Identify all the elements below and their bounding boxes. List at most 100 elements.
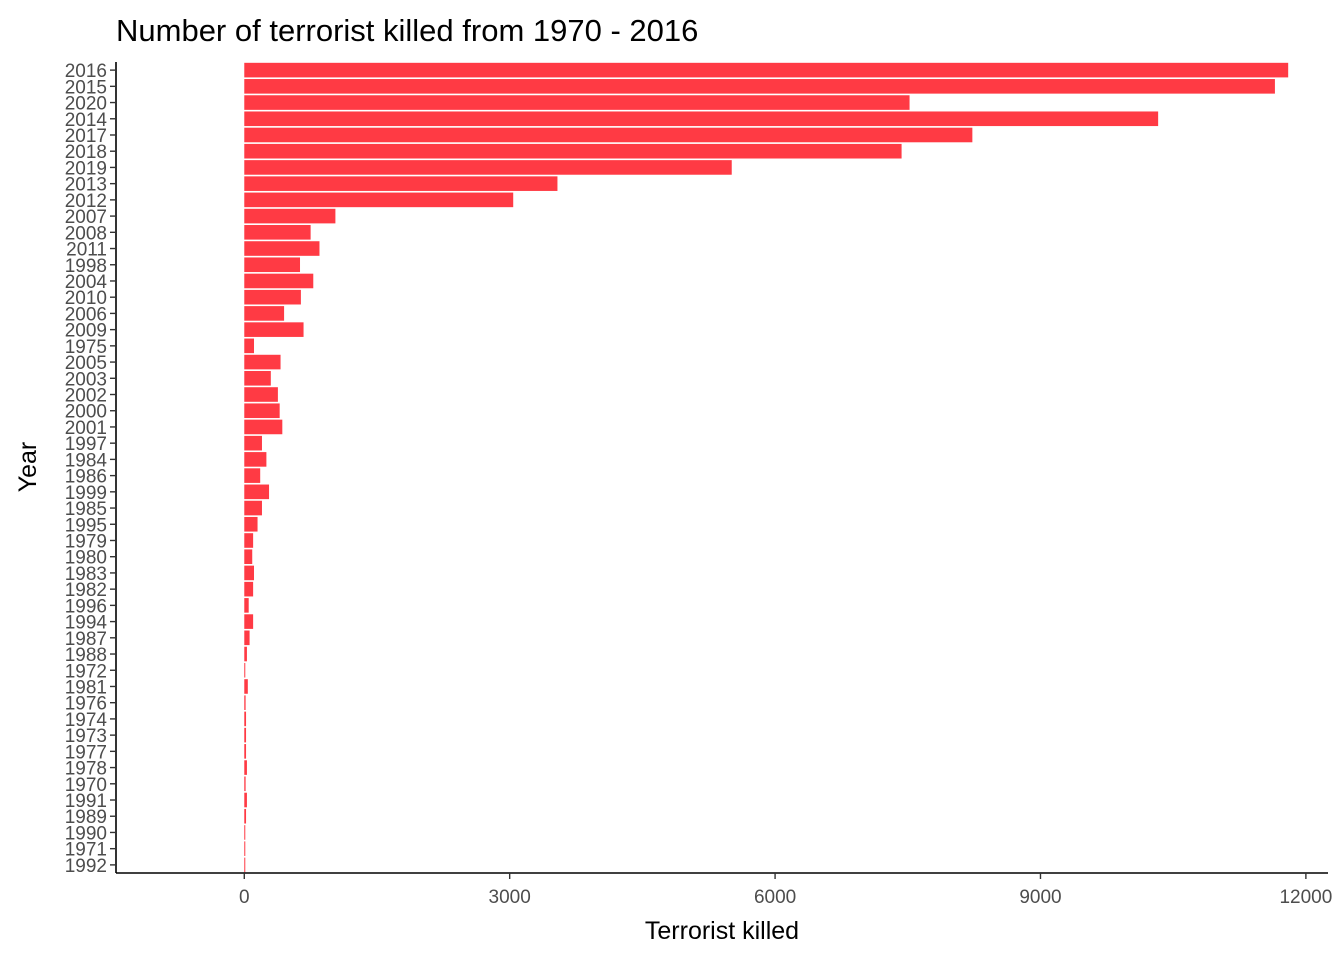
bar-1984 [244,452,267,467]
bar-2014 [244,111,1159,127]
bar-1981 [244,679,248,694]
bar-2003 [244,370,271,386]
y-tick-label-2013: 2013 [65,175,107,196]
bar-1992 [244,857,246,873]
y-tick-label-1987: 1987 [65,629,107,650]
y-tick-label-2011: 2011 [66,240,107,261]
bar-2020 [244,95,910,110]
y-tick-label-1989: 1989 [65,807,107,828]
y-tick-label-1974: 1974 [65,710,108,731]
y-tick-label-2014: 2014 [65,110,108,131]
y-tick-label-2017: 2017 [65,126,107,147]
bar-2017 [244,127,973,143]
bar-2004 [244,273,314,289]
bar-2000 [244,403,280,419]
y-tick-label-1971: 1971 [65,840,107,861]
bar-1985 [244,500,262,516]
x-tick-label-12000: 12000 [1279,887,1332,908]
y-tick-label-1979: 1979 [65,531,107,552]
y-tick-label-1975: 1975 [65,337,107,358]
y-tick-label-1985: 1985 [65,499,107,520]
x-tick-label-6000: 6000 [754,887,796,908]
y-tick-label-1973: 1973 [65,726,107,747]
y-tick-label-2003: 2003 [65,369,107,390]
y-tick-label-2009: 2009 [65,321,107,342]
bar-2015 [244,79,1275,94]
bar-2012 [244,192,514,208]
bar-2006 [244,306,285,321]
x-tick-label-0: 0 [239,887,250,908]
bar-2011 [244,241,320,256]
bar-1979 [244,533,254,548]
y-tick-label-1996: 1996 [65,596,107,617]
bar-2010 [244,289,301,305]
y-tick-label-2012: 2012 [65,191,107,212]
y-tick-label-1990: 1990 [65,823,107,844]
y-tick-label-2019: 2019 [65,158,107,179]
y-tick-label-1978: 1978 [65,759,107,780]
bar-2008 [244,225,311,240]
y-tick-label-1991: 1991 [65,791,107,812]
y-tick-label-2000: 2000 [65,402,107,423]
bar-2002 [244,387,278,402]
y-tick-label-1983: 1983 [65,564,107,585]
y-tick-label-1981: 1981 [65,677,107,698]
y-tick-label-2018: 2018 [65,142,107,163]
x-tick-label-3000: 3000 [489,887,531,908]
y-tick-label-1999: 1999 [65,483,107,504]
bar-1997 [244,435,262,451]
bar-2009 [244,322,304,337]
y-tick-label-2020: 2020 [65,94,107,115]
bar-1978 [244,760,247,775]
x-tick-label-9000: 9000 [1019,887,1061,908]
bar-1972 [244,662,246,678]
y-tick-label-2008: 2008 [65,223,107,244]
bar-1987 [244,630,250,646]
bar-2007 [244,208,336,224]
bar-1977 [244,744,247,759]
y-tick-label-1994: 1994 [65,613,108,634]
y-tick-label-1977: 1977 [65,742,107,763]
y-tick-label-2007: 2007 [65,207,107,228]
x-axis-title: Terrorist killed [645,917,799,945]
bar-1986 [244,468,261,483]
y-tick-label-1998: 1998 [65,256,107,277]
x-axis-ticks: 0 3000 6000 9000 12000 [239,873,1332,908]
bar-1975 [244,338,255,354]
bar-1995 [244,516,258,532]
bar-1974 [244,711,247,727]
bar-1998 [244,257,301,273]
y-tick-label-2006: 2006 [65,304,107,325]
bar-1991 [244,792,247,808]
bar-1982 [244,581,254,597]
y-tick-label-1997: 1997 [65,434,107,455]
y-tick-label-1972: 1972 [65,661,107,682]
y-tick-label-2016: 2016 [65,61,107,82]
y-axis-ticks: 2016201520202014201720182019201320122007… [65,61,116,877]
y-tick-label-1982: 1982 [65,580,107,601]
bar-1999 [244,484,270,500]
y-tick-label-1976: 1976 [65,694,107,715]
bar-2005 [244,354,281,370]
y-tick-label-2002: 2002 [65,386,107,407]
y-tick-label-1988: 1988 [65,645,107,666]
y-tick-label-1984: 1984 [65,450,108,471]
bar-2013 [244,176,558,191]
bar-1989 [244,808,247,824]
bar-1976 [244,695,246,710]
bar-1973 [244,727,247,743]
y-tick-label-1980: 1980 [65,548,107,569]
y-tick-label-2005: 2005 [65,353,107,374]
y-tick-label-1992: 1992 [65,856,107,877]
bars-group [244,62,1289,873]
chart-title: Number of terrorist killed from 1970 - 2… [116,13,698,48]
y-tick-label-1970: 1970 [65,775,107,796]
y-tick-label-2015: 2015 [65,77,107,98]
bar-2018 [244,143,902,159]
bar-2016 [244,62,1289,78]
bar-1980 [244,549,253,565]
bar-1971 [244,841,246,856]
y-tick-label-2010: 2010 [65,288,107,309]
